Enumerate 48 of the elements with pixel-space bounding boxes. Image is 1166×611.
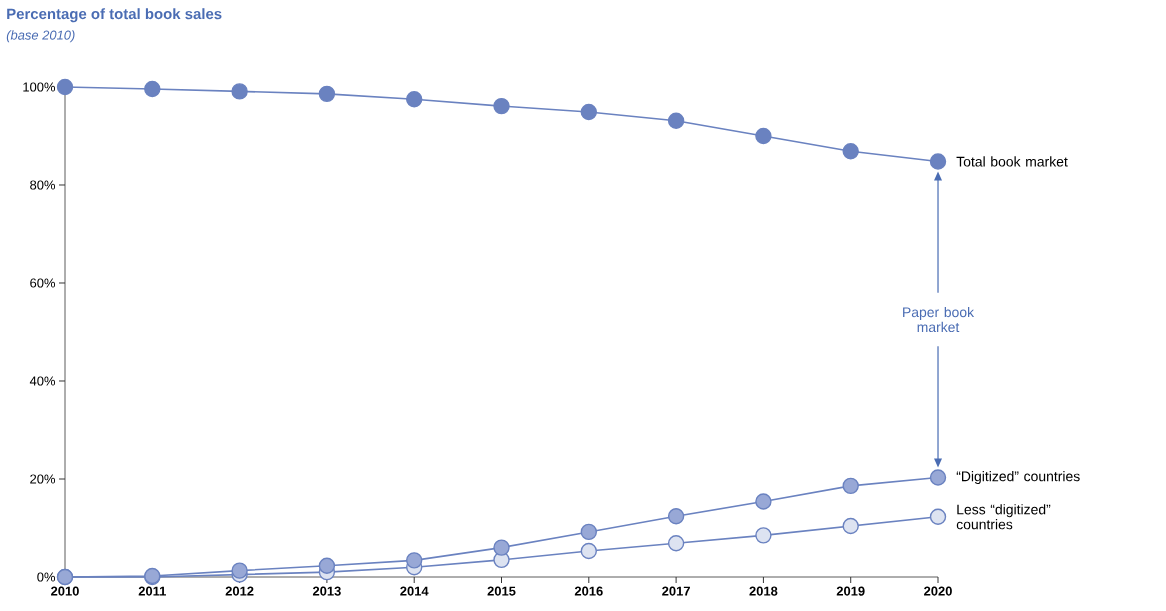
- point: [755, 527, 772, 544]
- x-tick-label: 2015: [487, 586, 516, 596]
- point: [318, 557, 336, 574]
- y-tick-label: 40%: [29, 376, 56, 386]
- point: [144, 80, 161, 98]
- point: [231, 83, 248, 100]
- chart-title: Percentage of total book sales: [7, 8, 222, 23]
- point: [580, 103, 597, 121]
- y-tick-label: 60%: [30, 278, 56, 288]
- series-label: Less “digitized” countries: [956, 504, 1051, 530]
- point: [56, 78, 74, 96]
- point: [929, 153, 947, 170]
- x-tick-label: 2019: [836, 586, 865, 596]
- y-tick-label: 100%: [23, 82, 56, 92]
- point: [929, 508, 947, 525]
- point: [493, 97, 510, 115]
- x-tick-label: 2012: [225, 586, 254, 596]
- point: [842, 142, 859, 160]
- x-tick-label: 2018: [749, 586, 778, 596]
- x-tick-label: 2016: [574, 586, 603, 596]
- x-tick-label: 2011: [138, 586, 166, 596]
- point: [580, 523, 597, 541]
- point: [318, 85, 336, 103]
- series-label: “Digitized” countries: [956, 471, 1080, 485]
- annotation: Paper book market: [903, 306, 975, 333]
- point: [755, 127, 772, 145]
- point: [842, 477, 859, 495]
- x-tick-label: 2020: [924, 586, 952, 596]
- y-tick-label: 80%: [30, 180, 56, 190]
- point: [755, 493, 772, 510]
- x-tick-label: 2017: [662, 586, 690, 596]
- point: [667, 508, 685, 525]
- point: [493, 539, 510, 556]
- x-tick-label: 2013: [312, 586, 341, 596]
- y-tick-label: 0%: [37, 572, 56, 582]
- point: [667, 534, 685, 552]
- y-tick-label: 20%: [30, 474, 56, 484]
- point: [929, 469, 947, 486]
- x-tick-label: 2014: [400, 586, 429, 596]
- point: [580, 542, 597, 560]
- point: [667, 112, 685, 129]
- point: [406, 91, 423, 108]
- point: [231, 562, 248, 579]
- point: [406, 552, 423, 569]
- series-label: Total book market: [956, 156, 1068, 167]
- chart-subtitle: (base 2010): [6, 30, 75, 43]
- point: [842, 517, 859, 535]
- x-tick-label: 2010: [51, 586, 79, 596]
